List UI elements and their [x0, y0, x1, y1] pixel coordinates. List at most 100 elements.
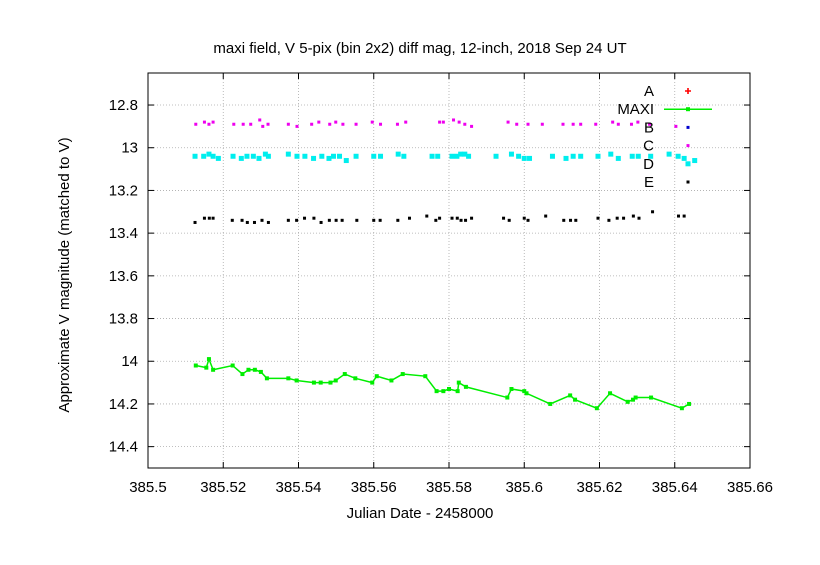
data-point-c [540, 122, 544, 126]
data-point-d [250, 153, 256, 159]
data-point-d [549, 153, 555, 159]
data-point-maxi [400, 372, 405, 377]
data-point-c [457, 120, 461, 124]
data-point-d [395, 151, 401, 157]
data-point-d [319, 153, 325, 159]
y-tick-label: 12.8 [109, 97, 138, 114]
data-point-e [450, 216, 454, 220]
data-point-e [240, 218, 244, 222]
data-layer [192, 118, 698, 411]
data-point-d [256, 155, 262, 161]
data-point-c [526, 122, 530, 126]
data-point-e [507, 218, 511, 222]
x-tick-label: 385.52 [200, 479, 246, 496]
data-point-e [340, 218, 344, 222]
data-point-d [449, 153, 455, 159]
data-point-maxi [687, 401, 692, 406]
y-axis-label: Approximate V magnitude (matched to V) [56, 137, 73, 412]
data-point-d [493, 153, 499, 159]
data-point-d [201, 153, 207, 159]
data-point-d [265, 153, 271, 159]
data-point-c [571, 122, 575, 126]
x-tick-label: 385.58 [426, 479, 472, 496]
data-point-c [611, 120, 615, 124]
y-tick-label: 13.8 [109, 311, 138, 328]
x-tick-label: 385.5 [129, 479, 167, 496]
data-point-maxi [286, 376, 291, 381]
data-point-maxi [594, 406, 599, 411]
data-point-c [328, 122, 332, 126]
data-point-c [370, 120, 374, 124]
data-point-e [459, 218, 463, 222]
data-point-c [438, 120, 442, 124]
data-point-maxi [328, 380, 333, 385]
data-point-d [429, 153, 435, 159]
data-point-e [211, 216, 215, 220]
data-point-e [596, 216, 600, 220]
data-point-d [595, 153, 601, 159]
data-point-c [674, 124, 678, 128]
legend-marker-b [686, 125, 690, 129]
data-point-maxi [434, 389, 439, 394]
data-point-maxi [463, 384, 468, 389]
data-point-d [353, 153, 359, 159]
data-point-e [574, 218, 578, 222]
data-point-d [343, 158, 349, 164]
data-point-e [355, 218, 359, 222]
data-point-e [312, 216, 316, 220]
data-point-d [210, 153, 216, 159]
data-point-d [692, 158, 698, 164]
data-point-d [206, 151, 212, 157]
data-point-maxi [374, 374, 379, 379]
data-point-e [522, 216, 526, 220]
data-point-d [648, 153, 654, 159]
data-point-d [516, 153, 522, 159]
legend-label-a: A [644, 83, 654, 100]
data-point-e [260, 218, 264, 222]
y-tick-label: 13.6 [109, 268, 138, 285]
legend-label-d: D [643, 156, 654, 173]
data-point-d [326, 155, 332, 161]
data-point-c [202, 120, 206, 124]
data-point-maxi [211, 367, 216, 372]
data-point-c [295, 124, 299, 128]
data-point-d [462, 151, 468, 157]
legend-marker-maxi [686, 107, 690, 112]
data-point-c [616, 122, 620, 126]
data-point-maxi [246, 367, 251, 372]
data-point-e [562, 218, 566, 222]
data-point-e [266, 220, 270, 224]
legend-marker-e [686, 180, 690, 184]
data-point-d [337, 153, 343, 159]
data-point-e [544, 214, 548, 218]
data-point-d [230, 153, 236, 159]
y-tick-label: 14 [121, 353, 138, 370]
data-point-maxi [509, 387, 514, 391]
legend-label-e: E [644, 174, 654, 191]
series-line-maxi [195, 356, 690, 410]
data-point-e [622, 216, 626, 220]
data-point-maxi [258, 369, 263, 374]
data-point-maxi [625, 399, 630, 404]
data-point-d [615, 155, 621, 161]
data-point-d [454, 153, 460, 159]
data-point-c [310, 122, 314, 126]
data-point-d [371, 153, 377, 159]
data-point-c [452, 118, 456, 122]
data-point-maxi [264, 376, 269, 381]
data-point-d [570, 153, 576, 159]
data-point-d [378, 153, 384, 159]
data-point-e [526, 218, 530, 222]
data-point-e [286, 218, 290, 222]
data-point-maxi [447, 387, 451, 391]
data-point-c [194, 122, 198, 126]
data-point-maxi [456, 380, 461, 385]
data-point-e [569, 218, 573, 222]
data-point-c [636, 120, 640, 124]
data-point-maxi [455, 389, 460, 394]
data-point-c [506, 120, 510, 124]
x-tick-label: 385.56 [351, 479, 397, 496]
y-tick-label: 14.2 [109, 396, 138, 413]
data-point-maxi [204, 365, 209, 370]
